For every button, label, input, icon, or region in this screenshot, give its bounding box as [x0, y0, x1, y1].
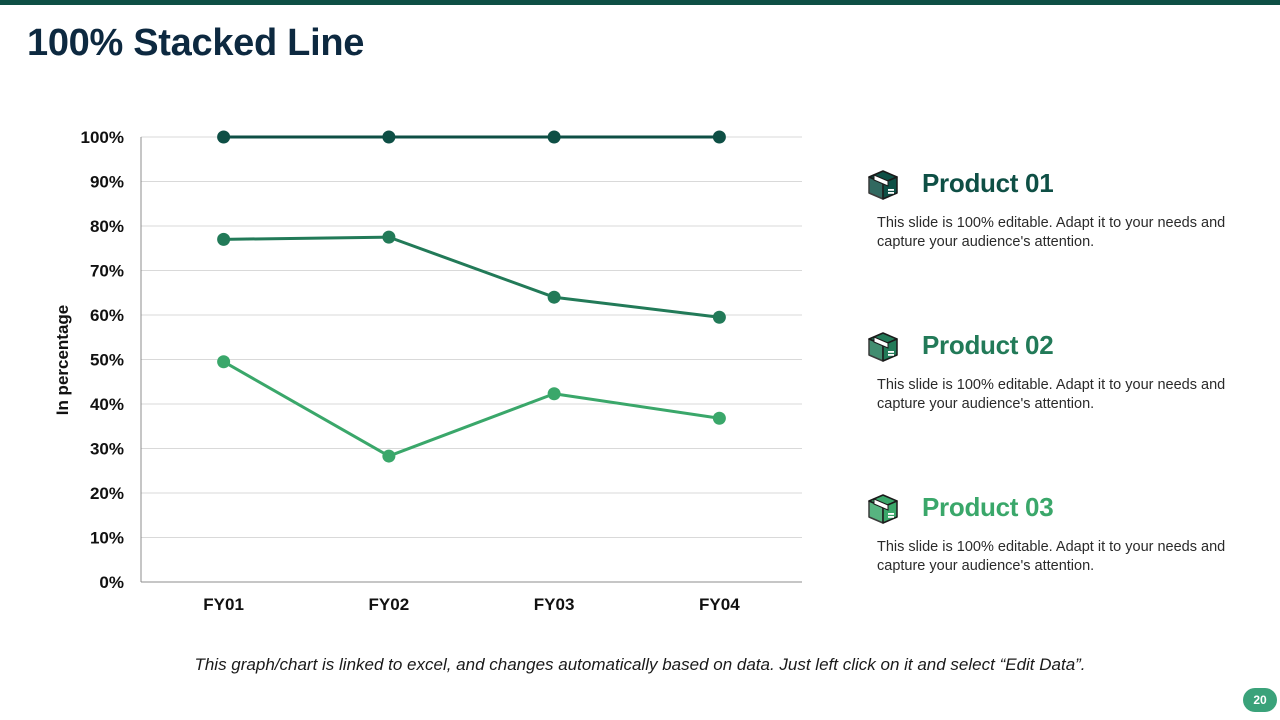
y-tick-label: 30%	[90, 440, 124, 459]
data-point	[382, 130, 396, 144]
y-tick-label: 80%	[90, 217, 124, 236]
y-tick-label: 40%	[90, 395, 124, 414]
y-tick-label: 0%	[99, 573, 124, 592]
product-name: Product 03	[922, 492, 1054, 522]
x-tick-label: FY02	[369, 595, 410, 614]
product-description: This slide is 100% editable. Adapt it to…	[877, 215, 1226, 250]
product-description: This slide is 100% editable. Adapt it to…	[877, 377, 1226, 412]
y-axis-title: In percentage	[53, 304, 72, 416]
data-point	[217, 232, 231, 246]
y-tick-label: 60%	[90, 306, 124, 325]
product-name: Product 02	[922, 330, 1054, 360]
y-tick-label: 70%	[90, 262, 124, 281]
data-point	[712, 411, 726, 425]
package-box-icon	[868, 494, 898, 524]
data-point	[217, 355, 231, 369]
data-point	[712, 310, 726, 324]
data-point	[217, 130, 231, 144]
x-tick-label: FY04	[699, 595, 740, 614]
x-tick-label: FY01	[203, 595, 244, 614]
package-box-icon	[868, 332, 898, 362]
data-point	[547, 387, 561, 401]
y-tick-label: 100%	[81, 128, 124, 147]
data-point	[382, 230, 396, 244]
package-box-icon	[868, 170, 898, 200]
y-tick-label: 50%	[90, 351, 124, 370]
data-point	[712, 130, 726, 144]
data-point	[547, 130, 561, 144]
y-tick-label: 90%	[90, 173, 124, 192]
y-tick-label: 10%	[90, 529, 124, 548]
product-description: This slide is 100% editable. Adapt it to…	[877, 539, 1226, 574]
y-tick-label: 20%	[90, 484, 124, 503]
chart-footnote: This graph/chart is linked to excel, and…	[194, 655, 1086, 674]
top-accent-bar	[0, 0, 1280, 5]
series-line-2	[223, 235, 720, 319]
product-name: Product 01	[922, 168, 1054, 198]
page-number-badge: 20	[1243, 688, 1277, 712]
slide-title: 100% Stacked Line	[27, 22, 365, 64]
x-tick-label: FY03	[534, 595, 575, 614]
data-point	[547, 290, 561, 304]
data-point	[382, 449, 396, 463]
series-line-3	[222, 360, 720, 458]
